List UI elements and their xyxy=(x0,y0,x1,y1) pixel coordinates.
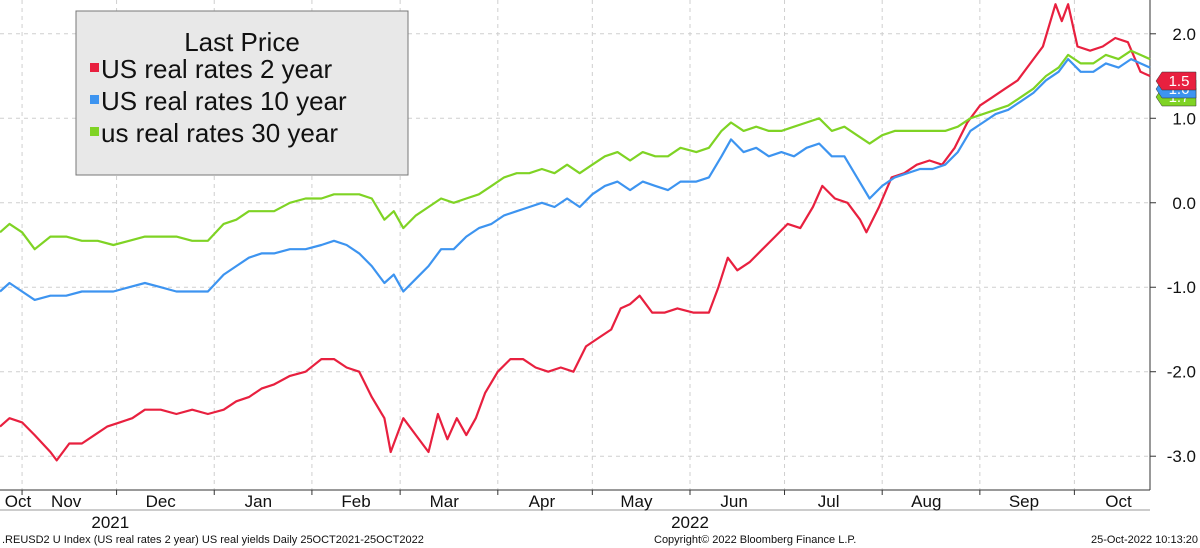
y-tick-label: -2.0 xyxy=(1167,363,1196,382)
last-value-label: 1.5 xyxy=(1169,73,1190,90)
legend-swatch xyxy=(90,127,99,136)
x-axis: Oct Nov Dec Jan Feb Mar Apr May Jun Jul Aug Sep Oct 2… xyxy=(5,490,1132,532)
footer-timestamp: 25-Oct-2022 10:13:20 xyxy=(1091,534,1198,546)
legend-title: Last Price xyxy=(184,27,300,57)
legend-box xyxy=(75,10,409,176)
series-line xyxy=(0,49,1151,251)
year-label: 2021 xyxy=(91,513,129,532)
last-value-tags: 1.71.61.5 xyxy=(1155,71,1197,107)
footer-source: .REUSD2 U Index (US real rates 2 year) U… xyxy=(2,534,424,546)
legend-entry: us real rates 30 year xyxy=(101,118,338,148)
legend-swatch xyxy=(90,63,99,72)
x-tick-label: Dec xyxy=(146,492,177,511)
x-tick-label: Aug xyxy=(911,492,941,511)
x-tick-label: Oct xyxy=(1105,492,1132,511)
last-value-tag: 1.5 xyxy=(1155,71,1197,91)
year-label: 2022 xyxy=(671,513,709,532)
x-tick-label: Mar xyxy=(430,492,460,511)
x-tick-label: Jan xyxy=(245,492,272,511)
x-tick-label: May xyxy=(620,492,653,511)
y-tick-label: 2.0 xyxy=(1172,25,1196,44)
legend-entry: US real rates 10 year xyxy=(101,86,347,116)
series-line xyxy=(0,58,1151,301)
x-tick-label: Feb xyxy=(341,492,370,511)
x-tick-label: Jun xyxy=(720,492,747,511)
x-tick-label: Oct xyxy=(5,492,32,511)
y-tick-label: -3.0 xyxy=(1167,447,1196,466)
x-tick-label: Apr xyxy=(529,492,556,511)
footer: .REUSD2 U Index (US real rates 2 year) U… xyxy=(2,534,1198,546)
y-tick-label: 1.0 xyxy=(1172,109,1196,128)
x-tick-label: Sep xyxy=(1009,492,1039,511)
x-tick-label: Jul xyxy=(818,492,840,511)
y-axis: 2.0 1.0 0.0 -1.0 -2.0 -3.0 xyxy=(1150,25,1196,466)
series-group xyxy=(0,3,1151,462)
legend-entry: US real rates 2 year xyxy=(101,54,333,84)
y-tick-label: -1.0 xyxy=(1167,278,1196,297)
y-tick-label: 0.0 xyxy=(1172,194,1196,213)
footer-copyright: Copyright© 2022 Bloomberg Finance L.P. xyxy=(654,534,856,546)
legend-swatch xyxy=(90,95,99,104)
x-tick-label: Nov xyxy=(51,492,82,511)
